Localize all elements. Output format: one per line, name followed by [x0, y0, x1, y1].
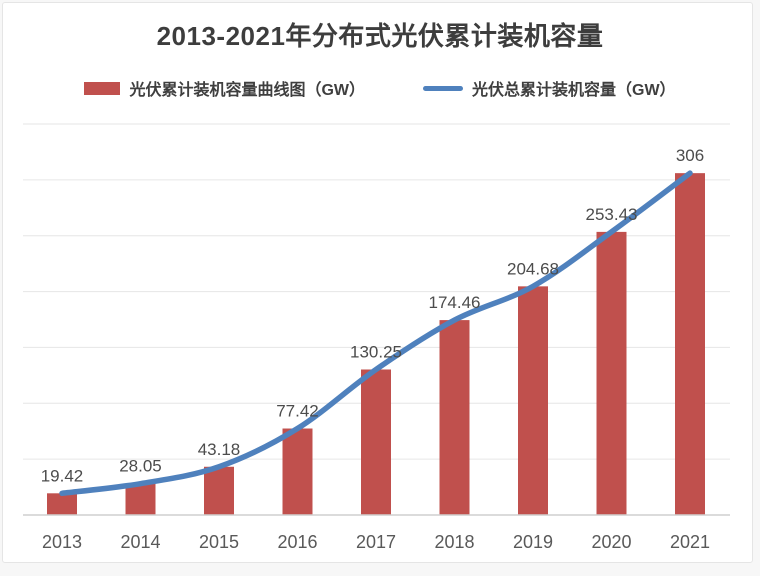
line-series-swatch [423, 85, 463, 91]
data-label: 174.46 [429, 293, 481, 312]
bar-series-swatch [84, 81, 121, 95]
x-axis-label: 2017 [356, 532, 396, 552]
legend-label-line-series: 光伏总累计装机容量（GW） [472, 82, 676, 99]
x-axis-label: 2018 [434, 532, 474, 552]
x-axis-label: 2013 [42, 532, 82, 552]
trend-line [59, 170, 693, 497]
bar [282, 428, 313, 515]
legend: 光伏累计装机容量曲线图（GW） 光伏总累计装机容量（GW） [0, 76, 760, 100]
bar [361, 369, 391, 515]
chart-plot-area: 19.42 28.05 43.18 77.42 130.25 174.46 204.68 25… [23, 123, 730, 552]
legend-item-bar-series: 光伏累计装机容量曲线图（GW） [84, 76, 365, 100]
chart-title: 2013-2021年分布式光伏累计装机容量 [156, 21, 604, 51]
x-axis-label: 2016 [277, 532, 317, 552]
data-label: 306 [676, 146, 704, 165]
bar [596, 231, 627, 515]
data-label: 253.43 [586, 205, 638, 224]
data-label: 28.05 [119, 457, 162, 476]
x-axis-label: 2019 [513, 532, 553, 552]
bar [204, 466, 234, 515]
bar [47, 493, 77, 515]
data-label: 19.42 [41, 466, 84, 485]
bar [675, 173, 705, 515]
bar [439, 320, 470, 515]
data-label: 43.18 [198, 440, 241, 459]
bar [518, 286, 548, 515]
x-axis-label: 2014 [120, 532, 160, 552]
x-axis-label: 2015 [199, 532, 239, 552]
data-label: 77.42 [276, 402, 319, 421]
bar [125, 483, 156, 515]
data-label: 130.25 [350, 342, 402, 361]
legend-label-bar-series: 光伏累计装机容量曲线图（GW） [129, 82, 365, 99]
legend-item-line-series: 光伏总累计装机容量（GW） [423, 76, 676, 100]
x-axis-label: 2020 [591, 532, 631, 552]
x-axis-label: 2021 [670, 532, 710, 552]
data-label: 204.68 [507, 259, 559, 278]
